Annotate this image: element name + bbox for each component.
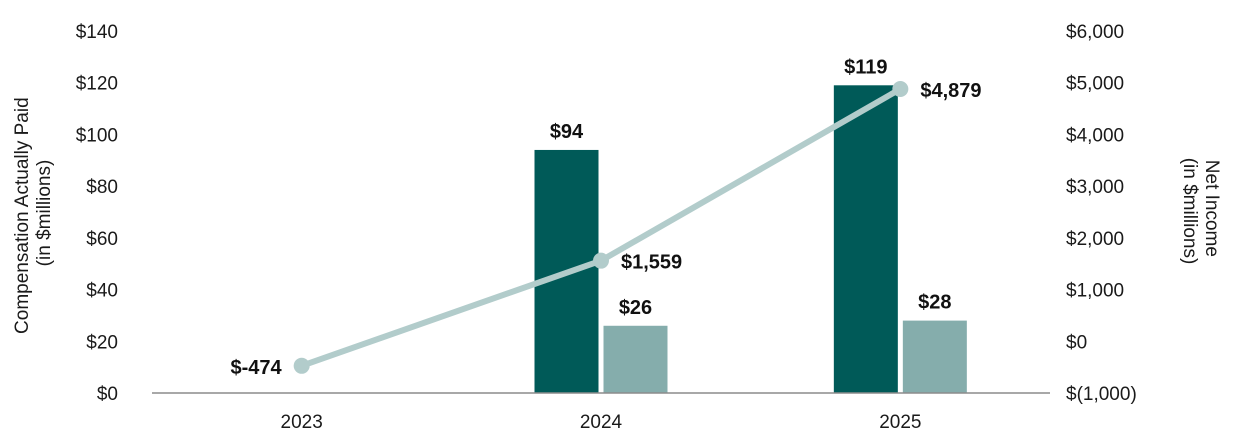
bar-data-label: $94 [550, 121, 584, 143]
right-tick-label: $3,000 [1066, 177, 1124, 198]
right-axis-ticks: $(1,000) $0 $1,000 $2,000 $3,000 $4,000 $5,000… [1066, 22, 1137, 405]
right-tick-label: $(1,000) [1066, 384, 1137, 405]
x-tick-label: 2023 [281, 412, 323, 432]
bar-data-label: $28 [918, 292, 951, 314]
left-axis-title-line-2: (in $millions) [34, 160, 55, 267]
bar-data-label: $119 [844, 56, 887, 78]
right-axis-title-line-1: Net Income [1201, 160, 1222, 257]
left-tick-label: $20 [86, 332, 118, 353]
right-axis-title: Net Income (in $millions) [1179, 158, 1222, 265]
bar-2025-series-1 [833, 85, 898, 394]
net-income-point-2023 [293, 357, 310, 374]
right-axis-title-line-2: (in $millions) [1179, 158, 1200, 265]
left-tick-label: $40 [86, 281, 118, 302]
bar-2025-series-2 [902, 320, 967, 393]
left-tick-label: $140 [76, 22, 118, 43]
left-axis-ticks: $0 $20 $40 $60 $80 $100 $120 $140 [76, 22, 118, 405]
bar-data-label: $26 [619, 297, 652, 319]
net-income-point-2024 [593, 252, 609, 269]
net-income-data-label: $1,559 [621, 252, 682, 274]
net-income-data-label: $-474 [231, 357, 283, 379]
bars [534, 85, 967, 394]
x-axis-ticks: 2023 2024 2025 [281, 412, 922, 432]
left-tick-label: $100 [76, 125, 118, 146]
right-tick-label: $4,000 [1066, 125, 1124, 146]
right-tick-label: $6,000 [1066, 22, 1124, 43]
left-tick-label: $0 [97, 384, 118, 405]
x-tick-label: 2025 [879, 412, 921, 432]
right-tick-label: $5,000 [1066, 74, 1124, 95]
left-tick-label: $60 [86, 229, 118, 250]
right-tick-label: $2,000 [1066, 229, 1124, 250]
net-income-point-2025 [892, 80, 909, 97]
left-axis-title: Compensation Actually Paid (in $millions… [12, 92, 55, 334]
left-tick-label: $120 [76, 74, 118, 95]
net-income-data-label: $4,879 [920, 80, 981, 102]
bar-2024-series-2 [603, 325, 668, 393]
net-income-line [293, 80, 909, 374]
right-tick-label: $1,000 [1066, 281, 1124, 302]
data-labels: $94 $119 $26 $28 $-474 $1,559 $4,879 [231, 56, 982, 378]
x-tick-label: 2024 [580, 412, 623, 432]
left-axis-title-line-1: Compensation Actually Paid [12, 97, 33, 334]
right-tick-label: $0 [1066, 332, 1087, 353]
left-tick-label: $80 [86, 177, 118, 198]
net-income-line-path [298, 85, 904, 369]
